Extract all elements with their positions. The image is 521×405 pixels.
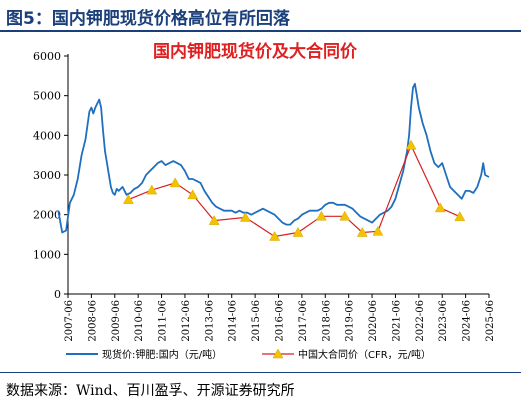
- contract-price-marker: [122, 194, 134, 204]
- x-tick-label: 2009-06: [111, 300, 122, 342]
- y-tick-label: 6000: [33, 50, 61, 63]
- contract-price-marker: [208, 215, 220, 225]
- x-tick-label: 2011-06: [158, 300, 169, 342]
- x-tick-label: 2008-06: [87, 300, 98, 342]
- x-tick-label: 2016-06: [275, 300, 286, 342]
- x-tick-label: 2019-06: [345, 300, 356, 342]
- series-contract-price: [122, 139, 466, 241]
- y-tick-label: 1000: [33, 248, 61, 261]
- chart-axes: 0 1000 2000 3000 4000 5000 6000 2007-06 2008-06 2…: [33, 50, 496, 342]
- x-tick-label: 2021-06: [391, 300, 402, 342]
- contract-price-line: [128, 143, 461, 238]
- y-tick-label: 3000: [33, 169, 61, 182]
- x-tick-label: 2007-06: [64, 300, 75, 342]
- series-spot-price: [57, 82, 490, 234]
- contract-price-marker: [339, 210, 351, 221]
- contract-price-marker: [372, 225, 384, 236]
- contract-price-marker: [239, 211, 251, 222]
- data-source-note: 数据来源：Wind、百川盈孚、开源证券研究所: [6, 383, 295, 399]
- price-chart: 国内钾肥现货价及大合同价 0 1000 2000 3000 4000 5000 6000 20…: [33, 41, 496, 361]
- y-tick-label: 2000: [33, 209, 61, 222]
- x-tick-label: 2010-06: [134, 300, 145, 342]
- contract-price-marker: [292, 227, 304, 237]
- contract-price-marker: [405, 139, 417, 150]
- spot-price-line: [57, 82, 490, 234]
- contract-price-marker: [146, 184, 158, 195]
- legend-label-contract: 中国大合同价（CFR，元/吨）: [298, 348, 431, 361]
- contract-price-marker: [187, 189, 199, 200]
- x-tick-label: 2013-06: [204, 300, 215, 342]
- contract-price-marker: [454, 211, 466, 221]
- x-tick-label: 2020-06: [368, 300, 379, 342]
- contract-price-marker: [169, 177, 181, 188]
- chart-legend: 现货价:钾肥:国内（元/吨） 中国大合同价（CFR，元/吨）: [66, 348, 431, 361]
- y-tick-label: 4000: [33, 129, 61, 142]
- chart-title: 国内钾肥现货价及大合同价: [153, 41, 358, 62]
- x-tick-label: 2017-06: [298, 300, 309, 342]
- contract-price-marker: [434, 202, 446, 213]
- contract-price-marker: [356, 227, 368, 237]
- x-tick-label: 2024-06: [462, 300, 473, 342]
- legend-label-spot: 现货价:钾肥:国内（元/吨）: [102, 348, 222, 361]
- x-tick-label: 2025-06: [485, 300, 496, 342]
- figure-title: 图5：国内钾肥现货价格高位有所回落: [6, 9, 290, 29]
- x-tick-label: 2022-06: [415, 300, 426, 342]
- x-tick-label: 2012-06: [181, 300, 192, 342]
- footer-rule: [0, 372, 521, 373]
- figure-header: 图5：国内钾肥现货价格高位有所回落: [0, 0, 521, 30]
- x-tick-label: 2015-06: [251, 300, 262, 342]
- x-tick-label: 2023-06: [438, 300, 449, 342]
- y-tick-label: 0: [54, 288, 61, 301]
- x-tick-label: 2018-06: [321, 300, 332, 342]
- contract-price-marker: [315, 210, 327, 221]
- legend-swatch-contract-marker: [272, 348, 284, 359]
- header-rule: [0, 30, 521, 32]
- x-tick-label: 2014-06: [228, 300, 239, 342]
- y-tick-label: 5000: [33, 90, 61, 103]
- contract-price-marker: [269, 230, 281, 241]
